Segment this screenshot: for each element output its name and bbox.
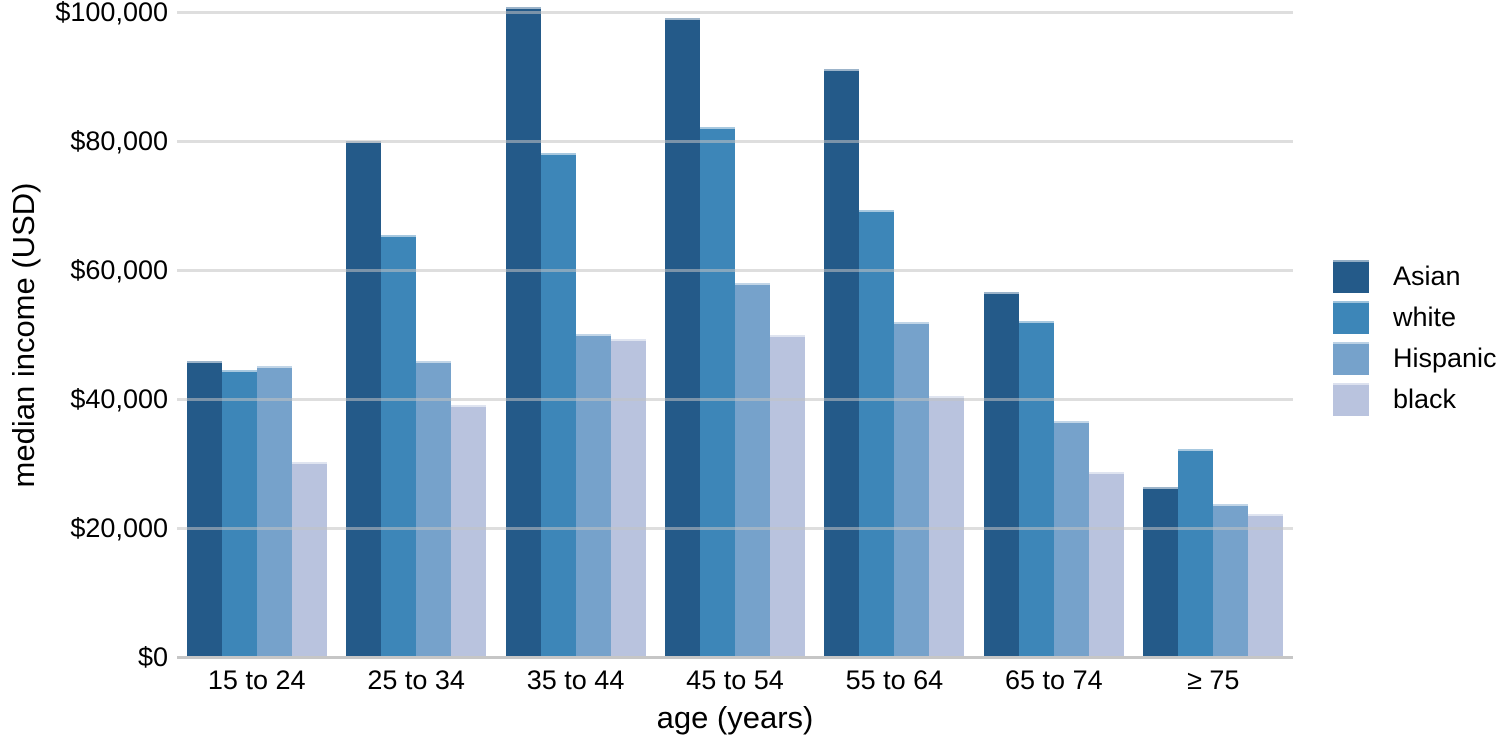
bar-white-15-to-24 xyxy=(221,370,257,657)
x-tick-label-5: 55 to 64 xyxy=(845,665,944,695)
legend-swatch-white xyxy=(1333,301,1369,334)
bar-black-≥-75 xyxy=(1248,514,1284,657)
bar-Asian-55-to-64 xyxy=(824,69,860,657)
y-tick-label-20000: $20,000 xyxy=(70,513,168,543)
bar-Hispanic-15-to-24 xyxy=(256,366,292,657)
legend-label-black: black xyxy=(1393,384,1457,414)
y-tick-label-100000: $100,000 xyxy=(55,0,168,27)
legend: Asian white Hispanic black xyxy=(1333,260,1497,424)
x-tick-label-6: 65 to 74 xyxy=(1005,665,1103,695)
bar-black-45-to-54 xyxy=(769,335,805,657)
x-tick-label-1: 15 to 24 xyxy=(207,665,306,695)
y-tick-label-0: $0 xyxy=(137,642,168,672)
bar-black-15-to-24 xyxy=(291,462,327,657)
legend-swatch-Hispanic xyxy=(1333,342,1369,375)
bar-Hispanic-35-to-44 xyxy=(575,334,611,657)
legend-item-Hispanic: Hispanic xyxy=(1333,342,1497,375)
bar-Asian-35-to-44 xyxy=(505,7,541,657)
bar-Asian-25-to-34 xyxy=(346,141,382,657)
bar-Asian-65-to-74 xyxy=(983,292,1019,657)
bar-group-5 xyxy=(815,6,974,657)
x-tick-label-7: ≥ 75 xyxy=(1187,665,1240,695)
x-tick-label-2: 25 to 34 xyxy=(367,665,465,695)
legend-label-Hispanic: Hispanic xyxy=(1393,343,1497,373)
bar-black-65-to-74 xyxy=(1088,472,1124,657)
legend-swatch-black xyxy=(1333,383,1369,416)
legend-swatch-Asian xyxy=(1333,260,1369,293)
legend-label-Asian: Asian xyxy=(1393,261,1461,291)
bar-Asian-≥-75 xyxy=(1143,487,1179,657)
bar-group-7 xyxy=(1134,6,1293,657)
x-axis-title: age (years) xyxy=(656,700,814,735)
bar-Asian-15-to-24 xyxy=(186,361,222,657)
bar-white-25-to-34 xyxy=(381,235,417,657)
bar-white-45-to-54 xyxy=(699,127,735,657)
bar-group-6 xyxy=(974,6,1133,657)
bar-group-2 xyxy=(336,6,495,657)
bar-white-35-to-44 xyxy=(540,153,576,657)
bar-black-25-to-34 xyxy=(451,405,487,657)
plot-area xyxy=(177,6,1293,659)
bar-groups xyxy=(177,6,1293,657)
bar-Hispanic-55-to-64 xyxy=(894,322,930,657)
legend-item-Asian: Asian xyxy=(1333,260,1497,293)
bar-white-65-to-74 xyxy=(1018,321,1054,657)
x-tick-label-3: 35 to 44 xyxy=(526,665,625,695)
bar-Hispanic-45-to-54 xyxy=(734,283,770,657)
bar-Hispanic-65-to-74 xyxy=(1053,421,1089,657)
bar-white-≥-75 xyxy=(1178,449,1214,657)
bar-Asian-45-to-54 xyxy=(664,18,700,657)
bar-Hispanic-≥-75 xyxy=(1213,504,1249,657)
y-tick-label-80000: $80,000 xyxy=(70,126,168,156)
bar-black-55-to-64 xyxy=(929,396,965,657)
y-axis-tick-labels: $0 $20,000 $40,000 $60,000 $80,000 $100,000 xyxy=(0,0,168,754)
legend-label-white: white xyxy=(1393,302,1457,332)
bar-group-4 xyxy=(655,6,814,657)
legend-item-black: black xyxy=(1333,383,1497,416)
bar-group-3 xyxy=(496,6,655,657)
x-axis-tick-labels: 15 to 24 25 to 34 35 to 44 45 to 54 55 to 64… xyxy=(177,665,1293,696)
y-tick-label-60000: $60,000 xyxy=(70,255,168,285)
legend-item-white: white xyxy=(1333,301,1497,334)
bar-white-55-to-64 xyxy=(859,210,895,657)
bar-group-1 xyxy=(177,6,336,657)
bar-black-35-to-44 xyxy=(610,339,646,657)
x-tick-label-4: 45 to 54 xyxy=(686,665,784,695)
bar-Hispanic-25-to-34 xyxy=(416,361,452,657)
y-tick-label-40000: $40,000 xyxy=(70,384,168,414)
